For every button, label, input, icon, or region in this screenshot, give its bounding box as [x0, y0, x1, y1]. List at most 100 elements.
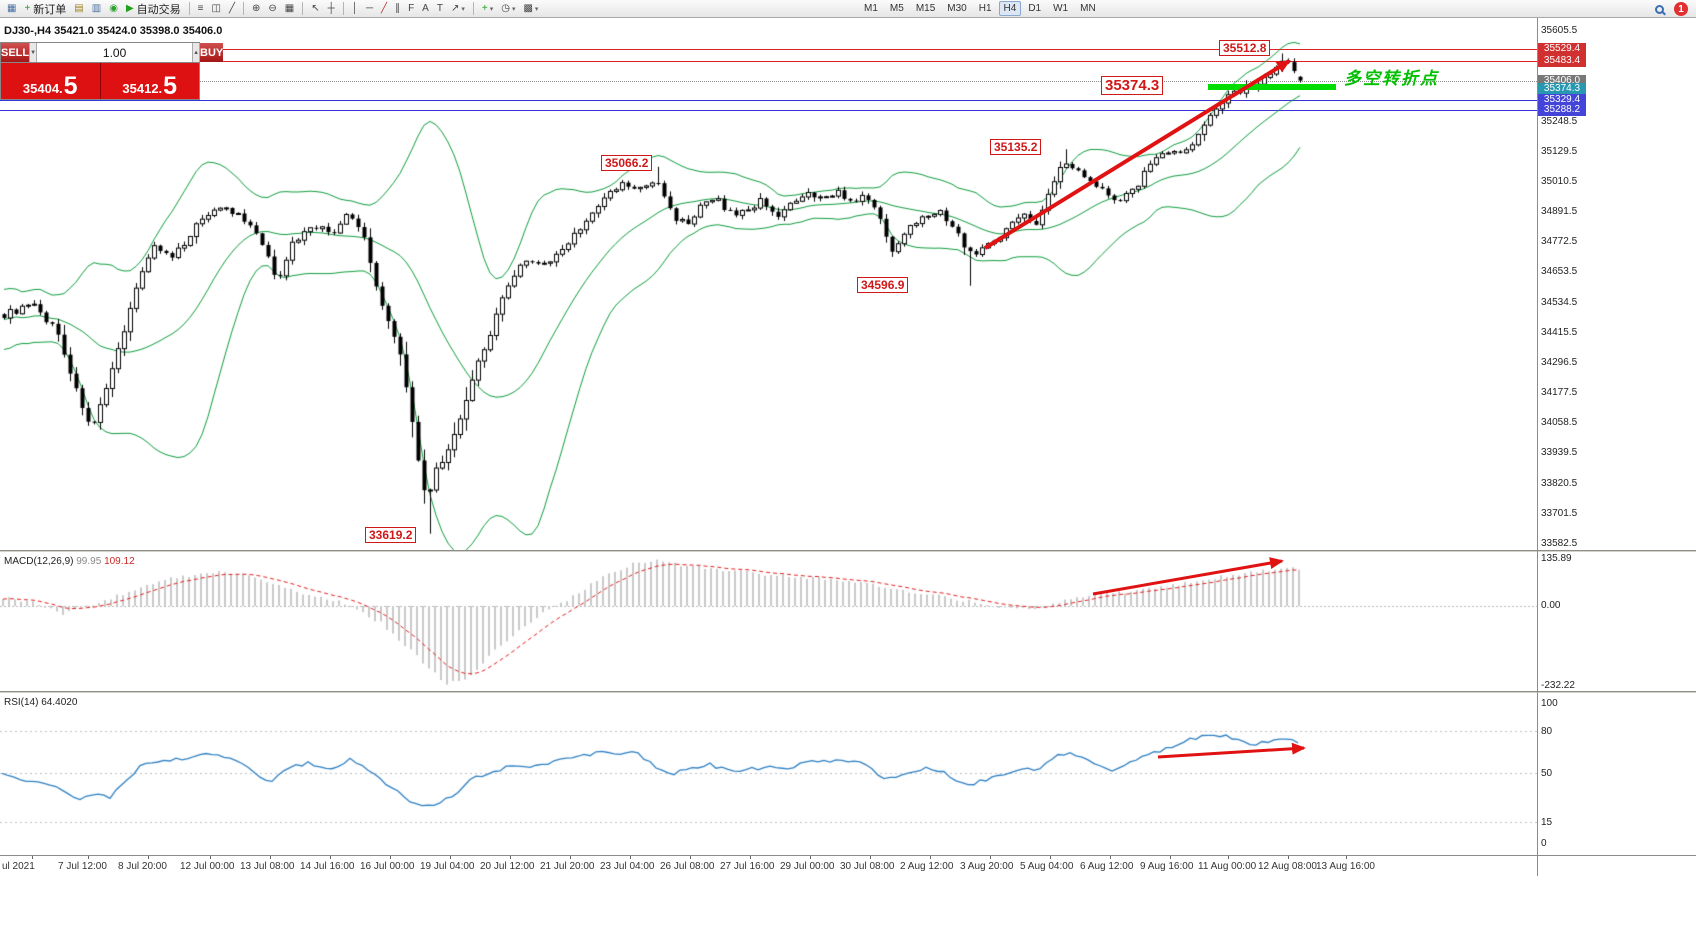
fibonacci-icon: F	[408, 2, 415, 14]
timeframe-h1-button[interactable]: H1	[978, 3, 992, 14]
buy-button[interactable]: BUY	[200, 43, 224, 62]
price-scale[interactable]	[1537, 18, 1597, 550]
price-scale-label: 33701.5	[1541, 508, 1578, 519]
new-order-button-label: 新订单	[33, 3, 67, 16]
sell-price-big-digit: 5	[63, 71, 78, 100]
profiles-button[interactable]: ▤	[71, 1, 86, 16]
toolbar-separator	[242, 2, 244, 15]
time-label: 21 Jul 20:00	[540, 861, 595, 872]
arrows-button[interactable]: ↗ ▾	[448, 1, 468, 16]
time-label: 6 Aug 12:00	[1080, 861, 1134, 872]
rsi-scale-label: 100	[1541, 698, 1558, 709]
rsi-indicator-chart[interactable]	[0, 693, 1537, 855]
time-label: 12 Jul 00:00	[180, 861, 235, 872]
candlestick-icon: ◫	[211, 2, 221, 14]
periods-icon: ◷	[501, 2, 510, 14]
pane-separator[interactable]	[0, 691, 1696, 693]
price-tag: 35406.0	[1538, 75, 1586, 87]
timeframe-d1-button[interactable]: D1	[1028, 3, 1042, 14]
time-tick	[690, 856, 691, 859]
label-button[interactable]: T	[434, 1, 446, 16]
timeframe-m15-button[interactable]: M15	[915, 3, 936, 14]
time-tick	[1110, 856, 1111, 859]
macd-indicator-chart[interactable]	[0, 552, 1537, 691]
price-tag: 35329.4	[1538, 94, 1586, 106]
time-label: 8 Jul 20:00	[118, 861, 167, 872]
candlestick-chart[interactable]	[0, 18, 1537, 550]
time-label: 26 Jul 08:00	[660, 861, 715, 872]
time-label: 9 Aug 16:00	[1140, 861, 1194, 872]
price-scale-label: 34653.5	[1541, 266, 1578, 277]
notification-badge[interactable]: 1	[1674, 2, 1688, 16]
time-label: 2 Aug 12:00	[900, 861, 954, 872]
horizontal-line-button[interactable]: ─	[363, 1, 376, 16]
toolbar-right: 1	[1655, 1, 1688, 17]
channel-button[interactable]: ∥	[392, 1, 403, 16]
time-scale[interactable]: ul 2021 7 Jul 12:00 8 Jul 20:00 12 Jul 00:0…	[0, 855, 1696, 876]
price-tag: 35483.4	[1538, 55, 1586, 67]
buy-price-main: 35412.	[122, 81, 163, 97]
timeframe-m5-button[interactable]: M5	[889, 3, 904, 14]
timeframe-mn-button[interactable]: MN	[1080, 3, 1096, 14]
sell-button[interactable]: SELL	[1, 43, 30, 62]
volume-increase-button[interactable]: ▲	[192, 43, 201, 62]
time-label: 20 Jul 12:00	[480, 861, 535, 872]
price-tag: 35374.3	[1538, 83, 1586, 95]
template-button[interactable]: ▩ ▾	[520, 1, 541, 16]
price-scale-label: 33939.5	[1541, 447, 1578, 458]
time-tick	[1228, 856, 1229, 859]
volume-input[interactable]	[37, 43, 193, 62]
price-tag: 35529.4	[1538, 43, 1586, 55]
time-label: 14 Jul 16:00	[300, 861, 355, 872]
label-icon: T	[436, 2, 443, 14]
price-scale-label: 33582.5	[1541, 538, 1578, 549]
autotrade-button[interactable]: ▶ 自动交易	[123, 1, 184, 16]
tile-windows-button[interactable]: ▦	[282, 1, 297, 16]
price-scale-label: 34891.5	[1541, 206, 1578, 217]
bar-chart-button[interactable]: ≡	[195, 1, 207, 16]
autotrade-icon: ▶	[125, 2, 134, 14]
time-tick	[870, 856, 871, 859]
vertical-line-button[interactable]: │	[349, 1, 361, 16]
time-label: 27 Jul 16:00	[720, 861, 775, 872]
crosshair-button[interactable]: ┼	[325, 1, 338, 16]
indicators-button[interactable]: + ▾	[479, 1, 496, 16]
periods-button[interactable]: ◷ ▾	[498, 1, 518, 16]
time-tick	[450, 856, 451, 859]
new-order-button[interactable]: + 新订单	[21, 1, 69, 16]
macd-label: MACD(12,26,9) 99.95 109.12	[4, 556, 135, 567]
new-chart-button[interactable]: ▦	[4, 1, 19, 16]
trendline-button[interactable]: ╱	[378, 1, 390, 16]
search-icon[interactable]	[1655, 4, 1664, 14]
time-label: 29 Jul 00:00	[780, 861, 835, 872]
fibonacci-button[interactable]: F	[405, 1, 417, 16]
timeframe-w1-button[interactable]: W1	[1053, 3, 1069, 14]
rsi-scale[interactable]	[1537, 693, 1597, 855]
tile-windows-icon: ▦	[284, 2, 295, 14]
sell-price-button[interactable]: 35404. 5	[1, 63, 101, 99]
text-button[interactable]: A	[419, 1, 432, 16]
price-scale-label: 34415.5	[1541, 327, 1578, 338]
timeframe-m1-button[interactable]: M1	[864, 3, 878, 14]
buy-price-button[interactable]: 35412. 5	[100, 63, 199, 99]
time-label: 23 Jul 04:00	[600, 861, 655, 872]
rsi-scale-label: 0	[1541, 838, 1547, 849]
candlestick-button[interactable]: ◫	[208, 1, 223, 16]
line-chart-button[interactable]: ╱	[226, 1, 238, 16]
zoom-out-button[interactable]: ⊖	[265, 1, 279, 16]
pane-separator[interactable]	[0, 550, 1696, 552]
navigator-button[interactable]: ◉	[106, 1, 121, 16]
new-chart-icon: ▦	[7, 2, 17, 14]
time-label: 13 Aug 16:00	[1316, 861, 1375, 872]
time-tick	[990, 856, 991, 859]
timeframe-m30-button[interactable]: M30	[947, 3, 967, 14]
horizontal-line-icon: ─	[365, 2, 374, 14]
price-scale-label: 35605.5	[1541, 25, 1578, 36]
zoom-in-button[interactable]: ⊕	[249, 1, 263, 16]
timeframe-h4-button[interactable]: H4	[998, 1, 1022, 16]
macd-scale[interactable]	[1537, 552, 1597, 691]
market-watch-button[interactable]: ▥	[89, 1, 104, 16]
cursor-button[interactable]: ↖	[308, 1, 322, 16]
volume-decrease-button[interactable]: ▼	[29, 43, 38, 62]
